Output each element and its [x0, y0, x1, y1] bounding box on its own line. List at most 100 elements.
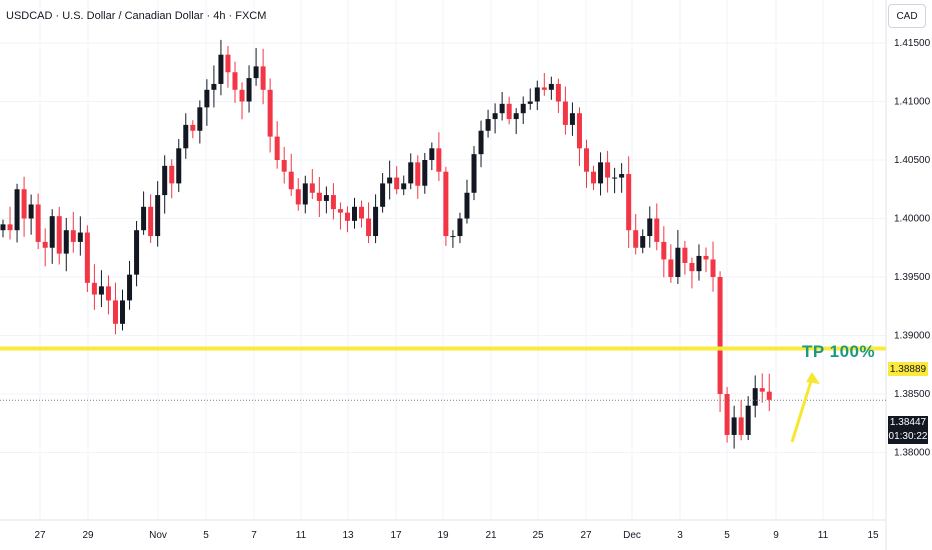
time-tick-label: 27	[580, 530, 592, 541]
price-tick-label: 1.38500	[894, 389, 931, 400]
candle-body	[232, 72, 238, 90]
candle-body	[548, 83, 554, 90]
time-tick-label: 25	[532, 530, 544, 541]
candle-body	[710, 259, 716, 277]
candle-body	[591, 171, 597, 184]
candle-body	[218, 54, 224, 84]
candle-body	[569, 113, 575, 125]
time-tick-label: 3	[677, 530, 683, 541]
time-tick-label: 13	[342, 530, 354, 541]
candle-body	[759, 388, 765, 392]
candle-body	[337, 209, 343, 213]
candle-body	[7, 224, 13, 231]
candle-body	[387, 177, 393, 184]
candle-body	[288, 171, 294, 190]
candle-body	[408, 162, 414, 184]
candle-body	[112, 300, 118, 324]
candle-body	[401, 183, 407, 190]
price-tick-label: 1.39500	[894, 272, 931, 283]
candle-body	[520, 103, 526, 114]
candle-body	[766, 391, 772, 400]
time-tick-label: 7	[251, 530, 257, 541]
current-price-value: 1.38447	[889, 417, 927, 428]
price-axis-labels: 1.41500 1.41000 1.40500 1.40000 1.39500 1.390…	[894, 38, 931, 459]
candle-body	[485, 119, 491, 131]
candle-body	[436, 148, 442, 172]
tp-arrow-head	[806, 372, 820, 384]
candle-body	[183, 124, 189, 149]
candle-body	[141, 206, 147, 231]
time-tick-label: 21	[485, 530, 497, 541]
time-axis-labels: 27 29 Nov 5 7 11 13 17 19 21 25 27 Dec 3 5 9 11 15	[34, 530, 879, 541]
candle-body	[682, 247, 688, 263]
candle-body	[134, 230, 140, 275]
candle-body	[450, 236, 456, 238]
time-tick-label: 11	[296, 530, 307, 541]
candle-body	[457, 218, 463, 237]
candle-body	[63, 230, 69, 254]
price-tick-label: 1.41500	[894, 38, 931, 49]
candle-body	[541, 87, 547, 90]
candle-body	[752, 388, 758, 406]
candle-body	[415, 162, 421, 186]
candle-body	[239, 89, 245, 102]
time-tick-label: 9	[773, 530, 779, 541]
price-tick-label: 1.41000	[894, 97, 931, 108]
candle-body	[429, 148, 435, 160]
candle-body	[499, 103, 505, 114]
candle-body	[42, 241, 48, 248]
candle-body	[253, 66, 259, 79]
candle-body	[211, 83, 217, 90]
price-tick-label: 1.38000	[894, 448, 931, 459]
candle-body	[260, 66, 266, 90]
candle-body	[598, 162, 604, 184]
candle-body	[668, 259, 674, 277]
time-tick-label: 5	[203, 530, 209, 541]
price-tick-label: 1.40500	[894, 155, 931, 166]
candle-body	[443, 171, 449, 237]
candle-body	[745, 405, 751, 435]
candle-body	[176, 148, 182, 184]
candle-body	[464, 192, 470, 219]
candle-body	[162, 165, 168, 196]
candle-body	[302, 183, 308, 205]
candle-body	[605, 162, 611, 178]
candle-body	[309, 183, 315, 193]
candle-body	[84, 232, 90, 283]
candle-body	[70, 230, 76, 242]
candle-body	[155, 195, 161, 237]
candle-body	[274, 136, 280, 160]
candle-body	[513, 113, 519, 120]
candle-body	[534, 87, 540, 102]
candle-body	[689, 262, 695, 272]
candle-body	[633, 230, 639, 248]
chart-title: USDCAD · U.S. Dollar / Canadian Dollar ·…	[6, 10, 267, 22]
candle-body	[323, 195, 329, 201]
candle-body	[562, 101, 568, 125]
candle-body	[527, 101, 533, 104]
candle-body	[626, 174, 632, 231]
candle-body	[654, 218, 660, 242]
candle-body	[675, 247, 681, 277]
candle-body	[190, 124, 196, 131]
candle-body	[366, 218, 372, 237]
tp-arrow	[790, 377, 814, 443]
candle-body	[197, 107, 203, 131]
price-tick-label: 1.40000	[894, 214, 931, 225]
candle-body	[717, 277, 723, 394]
candle-body	[169, 165, 175, 184]
candle-body	[696, 255, 702, 272]
candle-body	[295, 189, 301, 205]
candle-body	[56, 216, 62, 254]
candle-body	[422, 160, 428, 186]
candle-body	[373, 206, 379, 237]
candle-body	[344, 212, 350, 221]
candle-body	[640, 236, 646, 248]
time-tick-label: Nov	[149, 530, 167, 541]
candle-body	[359, 206, 365, 219]
time-tick-label: Dec	[623, 530, 641, 541]
currency-button[interactable]: CAD	[888, 4, 926, 28]
candle-body	[281, 160, 287, 172]
candle-body	[225, 54, 231, 73]
